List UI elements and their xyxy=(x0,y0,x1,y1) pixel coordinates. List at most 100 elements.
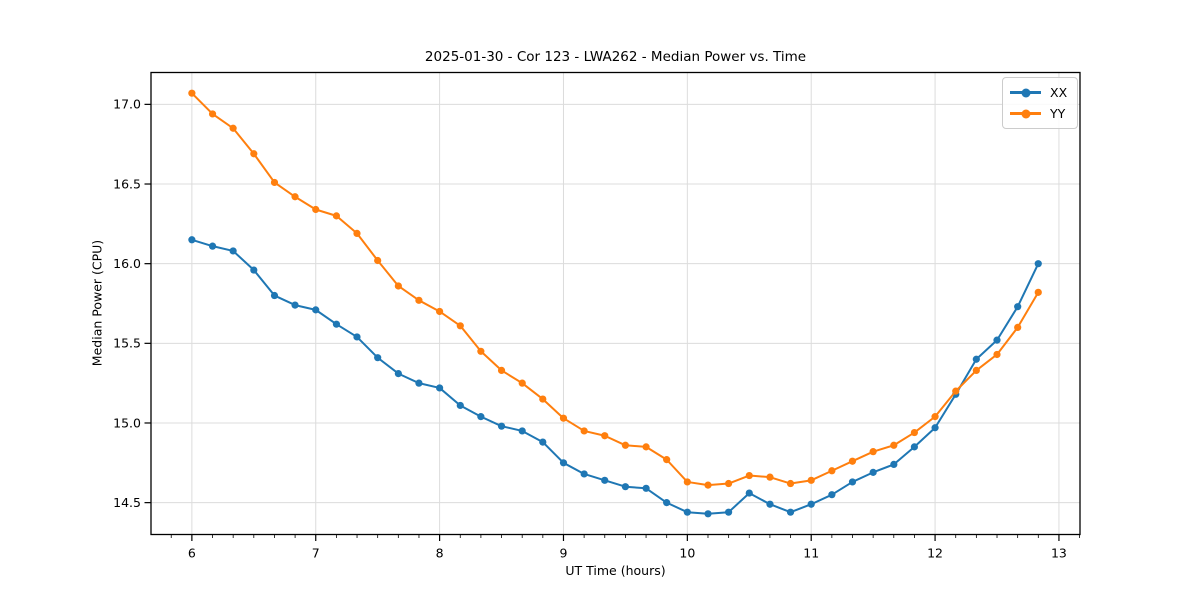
data-point-yy xyxy=(518,379,526,387)
data-point-xx xyxy=(539,438,547,446)
data-point-yy xyxy=(766,473,774,481)
data-point-yy xyxy=(621,441,630,449)
data-point-yy xyxy=(312,205,320,214)
data-point-xx xyxy=(332,320,341,328)
data-point-yy xyxy=(828,467,836,475)
x-tick-label: 9 xyxy=(559,546,567,561)
data-point-xx xyxy=(931,424,939,432)
data-point-xx xyxy=(1034,260,1042,268)
data-point-xx xyxy=(621,483,630,491)
data-point-xx xyxy=(601,476,609,484)
data-point-xx xyxy=(704,510,712,518)
y-tick-label: 16.5 xyxy=(113,176,141,191)
data-point-yy xyxy=(497,366,506,375)
data-point-yy xyxy=(374,256,382,265)
data-point-xx xyxy=(869,468,877,476)
data-point-xx xyxy=(745,489,753,497)
data-point-yy xyxy=(745,471,753,480)
data-point-yy xyxy=(436,307,444,316)
data-point-yy xyxy=(456,322,464,330)
x-tick-label: 11 xyxy=(803,546,819,561)
data-point-xx xyxy=(993,336,1001,344)
axes-spine xyxy=(150,71,1081,536)
x-tick-label: 12 xyxy=(927,546,943,561)
data-point-yy xyxy=(931,413,939,421)
x-tick-label: 10 xyxy=(679,546,695,561)
data-point-yy xyxy=(415,296,423,304)
data-point-yy xyxy=(704,481,712,489)
data-point-xx xyxy=(436,384,444,392)
data-point-yy xyxy=(807,476,815,484)
data-point-xx xyxy=(518,427,526,435)
data-point-xx xyxy=(188,236,196,244)
data-point-yy xyxy=(229,124,237,132)
data-point-xx xyxy=(786,508,795,516)
data-point-xx xyxy=(270,291,279,300)
data-point-xx xyxy=(828,491,836,499)
data-point-xx xyxy=(683,508,691,516)
y-axis-label-text: Median Power (CPU) xyxy=(89,239,105,367)
data-point-yy xyxy=(890,441,898,449)
data-point-yy xyxy=(394,282,402,290)
data-point-yy xyxy=(353,229,361,238)
data-point-yy xyxy=(848,457,857,465)
legend: XX YY xyxy=(1002,77,1078,129)
data-point-xx xyxy=(807,500,815,508)
data-point-yy xyxy=(952,387,960,395)
data-point-yy xyxy=(993,350,1001,359)
y-tick-label: 15.5 xyxy=(113,336,141,351)
data-point-yy xyxy=(1014,323,1022,331)
x-tick-label: 7 xyxy=(312,546,320,561)
legend-label-yy: YY xyxy=(1050,106,1066,121)
data-point-xx xyxy=(890,460,898,469)
data-point-xx xyxy=(848,478,857,486)
data-point-yy xyxy=(724,479,733,488)
data-point-yy xyxy=(972,366,980,375)
x-tick-label: 6 xyxy=(188,546,196,561)
data-point-xx xyxy=(972,355,980,363)
data-point-yy xyxy=(477,347,485,355)
data-point-yy xyxy=(270,178,279,187)
data-point-xx xyxy=(456,401,464,410)
data-point-yy xyxy=(250,150,258,158)
data-point-xx xyxy=(353,333,361,341)
y-tick-label: 17.0 xyxy=(113,97,141,112)
x-axis-label: UT Time (hours) xyxy=(565,563,666,578)
x-tick-label: 13 xyxy=(1051,546,1067,561)
data-point-yy xyxy=(910,428,918,437)
data-point-yy xyxy=(332,212,341,220)
chart-title: 2025-01-30 - Cor 123 - LWA262 - Median P… xyxy=(424,49,807,65)
data-point-yy xyxy=(1034,288,1042,296)
legend-item-yy: YY xyxy=(1010,103,1077,124)
data-point-yy xyxy=(786,479,795,488)
data-point-yy xyxy=(663,456,671,464)
legend-line-marker-yy xyxy=(1010,109,1041,118)
data-point-xx xyxy=(312,306,320,314)
data-point-xx xyxy=(229,247,237,255)
data-point-yy xyxy=(539,395,547,403)
data-point-yy xyxy=(683,478,691,486)
data-point-xx xyxy=(642,484,650,492)
legend-line-marker-xx xyxy=(1010,88,1041,97)
data-point-xx xyxy=(208,242,217,250)
data-point-yy xyxy=(642,443,650,451)
data-point-xx xyxy=(1014,303,1022,311)
data-point-xx xyxy=(374,354,382,362)
data-point-xx xyxy=(477,413,485,421)
data-point-yy xyxy=(188,89,196,97)
y-tick-label: 14.5 xyxy=(113,495,141,510)
data-point-yy xyxy=(208,110,217,118)
series-line-yy xyxy=(191,92,1040,487)
data-point-yy xyxy=(601,432,609,440)
data-point-xx xyxy=(910,443,918,451)
y-tick-label: 16.0 xyxy=(113,256,141,271)
data-point-xx xyxy=(724,508,733,516)
data-point-xx xyxy=(559,459,568,467)
data-point-yy xyxy=(869,448,877,456)
y-tick-label: 15.0 xyxy=(113,415,141,430)
series-line-xx xyxy=(191,238,1040,515)
data-point-xx xyxy=(415,379,423,387)
data-point-yy xyxy=(580,427,588,435)
